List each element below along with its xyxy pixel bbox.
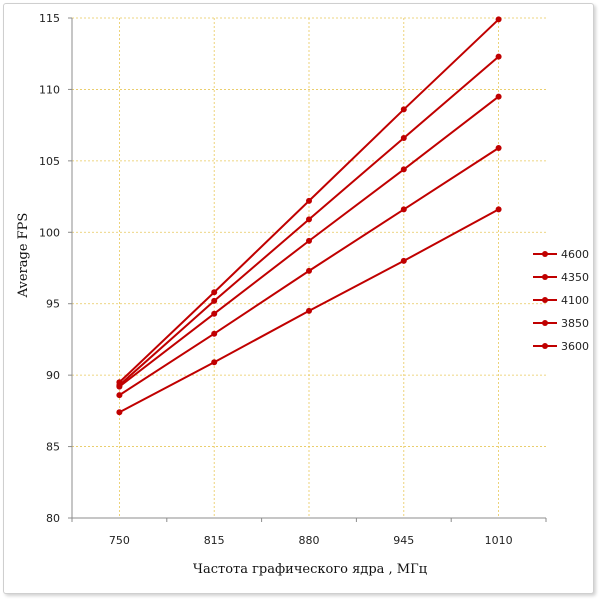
y-axis-title: Average FPS <box>16 213 31 299</box>
data-point <box>306 197 312 204</box>
axes <box>68 17 547 522</box>
legend-item: 3850 <box>533 317 589 330</box>
data-point <box>495 53 502 60</box>
legend-item: 3600 <box>533 340 589 353</box>
y-tick-label: 95 <box>46 298 60 311</box>
data-point <box>495 145 502 151</box>
data-point <box>495 16 502 23</box>
legend-swatch-marker <box>542 320 548 326</box>
y-tick-label: 100 <box>39 226 60 239</box>
data-point <box>495 93 502 100</box>
legend: 4600 4350 4100 3850 3600 <box>533 248 589 353</box>
legend-label: 3600 <box>561 340 589 353</box>
data-point <box>211 359 218 366</box>
legend-label: 4100 <box>561 294 589 307</box>
legend-item: 4100 <box>533 294 589 307</box>
legend-label: 3850 <box>561 317 589 330</box>
y-tick-label: 105 <box>39 155 60 168</box>
data-point <box>306 237 312 244</box>
legend-label: 4600 <box>561 248 589 261</box>
data-point <box>400 206 407 213</box>
series-4100 <box>116 93 502 390</box>
data-point <box>400 257 407 264</box>
legend-item: 4600 <box>533 248 589 261</box>
data-point <box>116 392 123 399</box>
series-group <box>116 16 502 416</box>
legend-swatch-marker <box>542 297 548 303</box>
data-point <box>211 289 218 296</box>
x-tick-label: 880 <box>299 534 320 547</box>
legend-swatch-marker <box>542 274 548 280</box>
series-3850 <box>116 145 502 399</box>
x-tick-label: 1010 <box>485 534 513 547</box>
legend-label: 4350 <box>561 271 589 284</box>
data-point <box>306 267 312 274</box>
data-point <box>116 409 123 416</box>
legend-item: 4350 <box>533 271 589 284</box>
data-point <box>495 206 502 213</box>
y-tick-label: 85 <box>46 441 60 454</box>
legend-swatch-marker <box>542 343 548 349</box>
y-tick-label: 115 <box>39 12 60 25</box>
data-point <box>400 166 407 173</box>
x-tick-label: 750 <box>109 534 130 547</box>
data-point <box>306 307 312 314</box>
data-point <box>306 216 312 223</box>
data-point <box>211 297 218 304</box>
y-tick-label: 110 <box>39 83 60 96</box>
series-3600 <box>116 206 502 416</box>
data-point <box>211 310 218 317</box>
data-point <box>400 106 407 113</box>
x-axis-title: Частота графического ядра , МГц <box>193 562 427 577</box>
data-point <box>211 330 218 337</box>
data-point <box>116 383 123 390</box>
legend-swatch-marker <box>542 251 548 257</box>
x-tick-label: 815 <box>204 534 225 547</box>
x-tick-label: 945 <box>393 534 414 547</box>
y-tick-label: 90 <box>46 369 60 382</box>
tick-labels: 80 85 90 95 100 105 110 115 750 815 880 945 1010 <box>39 12 513 547</box>
grid-lines <box>72 17 546 518</box>
series-4600 <box>116 16 502 386</box>
chart-frame <box>3 3 594 594</box>
y-tick-label: 80 <box>46 512 60 525</box>
data-point <box>400 135 407 141</box>
